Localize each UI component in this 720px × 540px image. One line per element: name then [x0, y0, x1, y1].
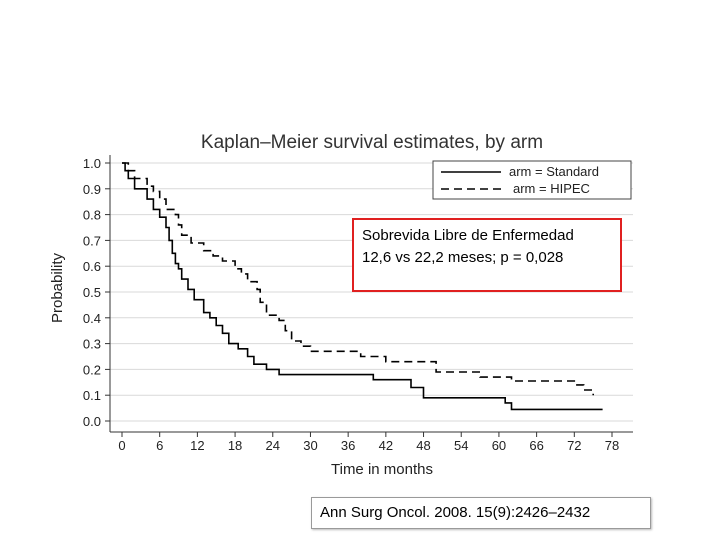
x-tick-label: 24: [266, 438, 280, 453]
x-tick-label: 6: [156, 438, 163, 453]
y-tick-label: 0.0: [83, 414, 101, 429]
y-tick-label: 0.9: [83, 182, 101, 197]
y-axis-title: Probability: [49, 252, 66, 323]
x-tick-label: 54: [454, 438, 468, 453]
annotation-box: Sobrevida Libre de Enfermedad 12,6 vs 22…: [352, 218, 622, 292]
x-tick-label: 12: [190, 438, 204, 453]
y-tick-label: 0.7: [83, 233, 101, 248]
x-tick-label: 66: [529, 438, 543, 453]
citation-box: Ann Surg Oncol. 2008. 15(9):2426–2432: [311, 497, 651, 529]
legend-box: [432, 160, 632, 200]
legend-label-standard: arm = Standard: [509, 164, 599, 179]
x-tick-label: 72: [567, 438, 581, 453]
axes: 0.0 0.1 0.2 0.3 0.4 0.5 0.6 0.7 0.8 0.9 1.0 0 6 12 18 2…: [83, 155, 633, 453]
x-axis-title: Time in months: [331, 461, 433, 478]
y-tick-label: 0.8: [83, 208, 101, 223]
annotation-line-1: Sobrevida Libre de Enfermedad: [362, 227, 574, 244]
x-tick-label: 36: [341, 438, 355, 453]
chart-title: Kaplan–Meier survival estimates, by arm: [201, 132, 543, 153]
annotation-line-2: 12,6 vs 22,2 meses; p = 0,028: [362, 249, 564, 266]
y-tick-label: 1.0: [83, 156, 101, 171]
y-tick-label: 0.1: [83, 388, 101, 403]
legend: arm = Standard arm = HIPEC: [432, 160, 632, 200]
legend-label-hipec: arm = HIPEC: [513, 181, 590, 196]
series-line-standard: [122, 162, 603, 411]
citation-text: Ann Surg Oncol. 2008. 15(9):2426–2432: [320, 504, 591, 521]
x-tick-label: 30: [303, 438, 317, 453]
y-tick-label: 0.6: [83, 259, 101, 274]
x-tick-label: 60: [492, 438, 506, 453]
x-tick-label: 42: [379, 438, 393, 453]
y-tick-label: 0.5: [83, 285, 101, 300]
y-tick-label: 0.3: [83, 337, 101, 352]
x-tick-label: 48: [416, 438, 430, 453]
series-lines: [122, 162, 603, 411]
x-tick-label: 18: [228, 438, 242, 453]
y-tick-label: 0.2: [83, 362, 101, 377]
plot-area: 0.0 0.1 0.2 0.3 0.4 0.5 0.6 0.7 0.8 0.9 1.0 0 6 12 18 2…: [83, 155, 633, 453]
series-line-hipec: [122, 162, 594, 396]
y-tick-label: 0.4: [83, 311, 101, 326]
x-tick-label: 78: [605, 438, 619, 453]
x-tick-label: 0: [118, 438, 125, 453]
